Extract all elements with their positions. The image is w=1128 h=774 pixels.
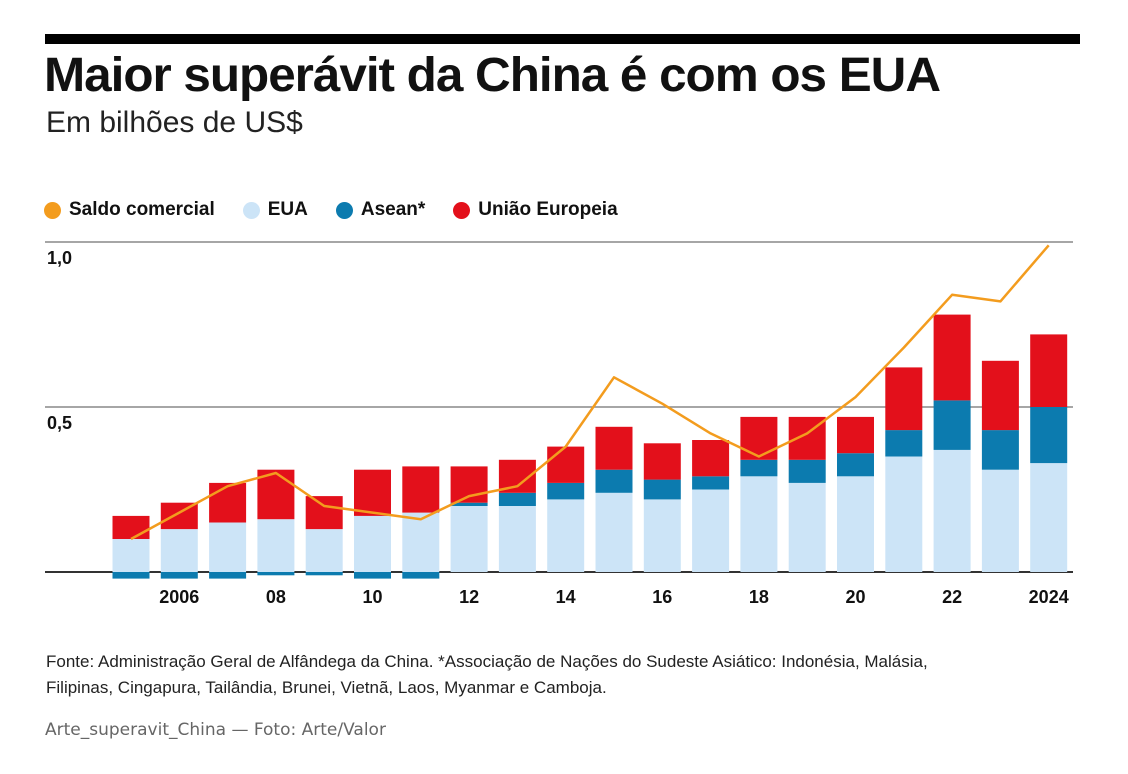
bar-asean--2009 [305,572,343,576]
bar-eua-2019 [788,482,826,572]
bar-asean--2015 [595,469,633,493]
bar-asean--2010 [354,572,391,579]
bar-uni-o-europeia-2017 [692,440,730,477]
bar-asean--2008 [257,572,295,576]
bar-uni-o-europeia-2005 [112,515,150,539]
footnote-line-1: Fonte: Administração Geral de Alfândega … [46,652,928,671]
bar-uni-o-europeia-2014 [547,446,585,483]
bar-eua-2005 [112,539,150,572]
legend-swatch-asean [335,201,353,219]
bar-uni-o-europeia-2022 [933,314,971,401]
chart-subtitle: Em bilhões de US$ [46,106,303,139]
bar-asean--2020 [837,453,874,477]
line-saldo-comercial [130,244,1050,541]
bar-uni-o-europeia-2020 [837,416,874,454]
legend-label-asean: Asean* [360,199,426,220]
x-tick-label: 16 [652,587,672,607]
bar-eua-2011 [402,512,440,572]
bar-uni-o-europeia-2010 [354,469,391,516]
x-tick-label: 2024 [1029,587,1069,607]
legend-label-eua: EUA [267,199,308,220]
bar-eua-2021 [885,456,923,572]
x-tick-label: 22 [942,587,962,607]
bar-asean--2016 [643,479,681,500]
bar-uni-o-europeia-2015 [595,426,633,470]
legend-label-saldo: Saldo comercial [69,199,215,220]
legend-item-ue: União Europeia [453,199,618,221]
bar-eua-2023 [981,469,1019,572]
bar-eua-2018 [740,476,778,572]
stacked-bar-chart: 1,0 0,5 2006 08 10 12 14 16 18 20 22 2024 [45,241,1073,607]
x-tick-label: 08 [266,587,286,607]
bar-asean--2014 [547,482,585,500]
x-tick-label: 12 [459,587,479,607]
bar-uni-o-europeia-2016 [643,443,681,480]
y-tick-label: 0,5 [47,413,72,433]
bar-asean--2012 [450,502,488,506]
legend-item-eua: EUA [242,199,308,221]
bar-asean--2018 [740,459,778,477]
chart-legend: Saldo comercial EUA Asean* União Europei… [44,197,646,223]
bar-asean--2021 [885,430,923,457]
bar-eua-2024 [1030,463,1068,572]
bar-eua-2006 [160,529,198,572]
legend-swatch-ue [453,201,471,219]
bar-asean--2024 [1030,407,1068,464]
bar-asean--2022 [933,400,971,450]
bar-eua-2010 [354,515,391,572]
x-tick-label: 18 [749,587,769,607]
x-tick-label: 2006 [159,587,199,607]
legend-label-ue: União Europeia [478,199,618,220]
source-footnote: Fonte: Administração Geral de Alfândega … [46,649,1086,701]
bar-eua-2022 [933,449,971,572]
bar-eua-2008 [257,519,295,572]
bar-uni-o-europeia-2021 [885,367,923,431]
x-tick-label: 20 [845,587,865,607]
y-tick-label: 1,0 [47,248,72,268]
legend-item-asean: Asean* [335,199,426,221]
bar-uni-o-europeia-2024 [1030,334,1068,407]
bar-uni-o-europeia-2007 [209,482,247,523]
legend-swatch-saldo [44,201,61,219]
bar-asean--2023 [981,430,1019,470]
x-tick-label: 10 [362,587,382,607]
x-tick-label: 14 [556,587,576,607]
bar-asean--2017 [692,476,730,490]
bar-uni-o-europeia-2008 [257,469,295,520]
bar-eua-2015 [595,492,633,572]
bar-asean--2006 [160,572,198,579]
bar-uni-o-europeia-2009 [305,496,343,530]
bar-eua-2012 [450,506,488,572]
bar-uni-o-europeia-2018 [740,416,778,460]
bar-asean--2005 [112,572,150,579]
top-rule [45,34,1080,44]
chart-title: Maior superávit da China é com os EUA [44,49,941,102]
bar-eua-2020 [837,476,874,572]
bar-eua-2009 [305,529,343,572]
bar-eua-2017 [692,489,730,572]
bar-eua-2014 [547,499,585,572]
bar-eua-2013 [498,506,536,572]
image-caption: Arte_superavit_China — Foto: Arte/Valor [45,720,386,740]
bar-asean--2019 [788,459,826,483]
bar-uni-o-europeia-2011 [402,466,440,513]
bar-asean--2013 [498,492,536,506]
footnote-line-2: Filipinas, Cingapura, Tailândia, Brunei,… [46,678,607,697]
legend-item-saldo: Saldo comercial [44,199,215,221]
bar-asean--2007 [209,572,247,579]
bar-asean--2011 [402,572,440,579]
bar-eua-2016 [643,499,681,572]
bar-eua-2007 [209,522,247,572]
bar-uni-o-europeia-2023 [981,360,1019,431]
legend-swatch-eua [242,201,260,219]
